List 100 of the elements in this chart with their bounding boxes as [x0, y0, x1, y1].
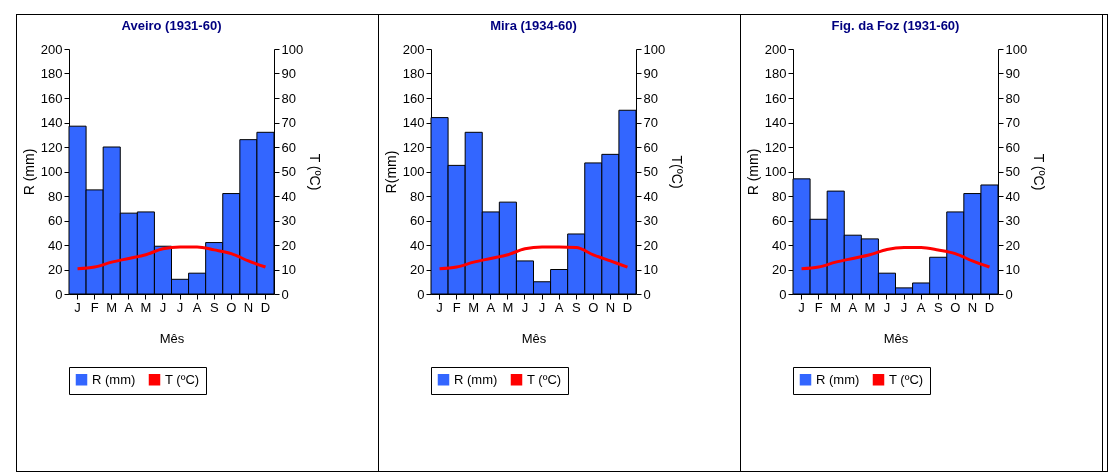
legend-label: R (mm): [454, 371, 498, 387]
x-tick-label: J: [538, 299, 546, 315]
legend-label: T (ºC): [165, 371, 200, 387]
line-series: [438, 245, 629, 271]
y2-tick-label: 10: [1005, 262, 1020, 277]
y-tick-label: 180: [402, 66, 425, 81]
x-axis-title: Mês: [883, 330, 909, 346]
y2-tick-label: 80: [281, 90, 296, 106]
legend-label: T (ºC): [889, 371, 924, 387]
x-axis-title: Mês: [521, 330, 547, 346]
y-tick-label: 100: [764, 164, 787, 179]
x-tick-label: M: [502, 299, 514, 315]
x-tick-label: M: [106, 299, 118, 315]
y2-tick-label: 80: [1005, 90, 1020, 106]
x-tick-label: J: [74, 299, 81, 315]
y2-tick-label: 30: [281, 213, 296, 228]
y-tick-label: 60: [772, 213, 787, 228]
y-tick-label: 40: [410, 237, 425, 253]
y2-axis-title: T(ºC): [669, 155, 686, 189]
y-axis-title: R(mm): [382, 150, 399, 194]
y2-tick-label: 50: [1005, 164, 1020, 179]
x-tick-label: S: [933, 299, 943, 315]
y-axis-title: R (mm): [20, 148, 37, 196]
y-tick-label: 160: [40, 90, 63, 106]
y2-tick-label: 0: [1005, 286, 1013, 302]
y-tick-label: 80: [48, 188, 63, 204]
x-tick-label: A: [916, 299, 926, 315]
x-tick-label: S: [209, 299, 219, 315]
x-tick-label: O: [588, 299, 599, 315]
y2-tick-label: 100: [1005, 41, 1028, 57]
y2-tick-label: 30: [643, 213, 658, 228]
y2-tick-label: 10: [643, 262, 658, 277]
y-tick-label: 120: [402, 139, 425, 155]
x-tick-label: N: [967, 299, 978, 315]
x-tick-label: O: [226, 299, 237, 315]
x-tick-label: M: [468, 299, 480, 315]
y2-tick-label: 40: [1005, 188, 1020, 204]
y-tick-label: 180: [40, 66, 63, 81]
y2-tick-label: 10: [281, 262, 296, 277]
y-tick-label: 20: [48, 262, 63, 277]
y-tick-label: 160: [402, 90, 425, 106]
y-tick-label: 200: [402, 41, 425, 57]
y2-tick-label: 80: [643, 90, 658, 106]
y2-axis-title: T (ºC): [1031, 153, 1048, 191]
x-tick-label: S: [571, 299, 581, 315]
y-tick-label: 200: [40, 41, 63, 57]
x-tick-label: F: [452, 299, 461, 315]
y-tick-label: 100: [402, 164, 425, 179]
y-axis-title: R (mm): [744, 148, 761, 196]
y-tick-label: 80: [410, 188, 425, 204]
x-tick-label: N: [243, 299, 254, 315]
y2-tick-label: 50: [643, 164, 658, 179]
y2-tick-label: 100: [643, 41, 666, 57]
y-tick-label: 120: [764, 139, 787, 155]
y2-tick-label: 20: [643, 237, 658, 253]
y2-tick-label: 90: [643, 66, 658, 81]
y-tick-label: 0: [417, 286, 425, 302]
y2-tick-label: 50: [281, 164, 296, 179]
x-tick-label: D: [260, 299, 271, 315]
y2-tick-label: 0: [281, 286, 289, 302]
y2-tick-label: 90: [281, 66, 296, 81]
legend-label: R (mm): [816, 371, 860, 387]
x-tick-label: A: [486, 299, 496, 315]
y2-tick-label: 70: [1005, 115, 1020, 130]
y-tick-label: 100: [40, 164, 63, 179]
x-tick-label: M: [864, 299, 876, 315]
y2-tick-label: 20: [1005, 237, 1020, 253]
y2-axis-title: T (ºC): [307, 153, 324, 191]
y-tick-label: 60: [410, 213, 425, 228]
x-tick-label: M: [140, 299, 152, 315]
x-tick-label: A: [554, 299, 564, 315]
y-tick-label: 40: [772, 237, 787, 253]
line-series: [76, 245, 267, 271]
y-tick-label: 60: [48, 213, 63, 228]
y-tick-label: 140: [764, 115, 787, 130]
y2-tick-label: 90: [1005, 66, 1020, 81]
y2-tick-label: 60: [643, 139, 658, 155]
y2-tick-label: 60: [1005, 139, 1020, 155]
chart-title: Fig. da Foz (1931-60): [831, 18, 960, 33]
y-tick-label: 20: [410, 262, 425, 277]
x-tick-label: J: [436, 299, 443, 315]
y-tick-label: 140: [402, 115, 425, 130]
y-tick-label: 0: [779, 286, 787, 302]
chart-title: Mira (1934-60): [490, 18, 577, 33]
x-tick-label: O: [950, 299, 961, 315]
y2-tick-label: 30: [1005, 213, 1020, 228]
y2-tick-label: 40: [281, 188, 296, 204]
x-tick-label: J: [176, 299, 184, 315]
y2-tick-label: 70: [281, 115, 296, 130]
y-tick-label: 140: [40, 115, 63, 130]
x-tick-label: A: [192, 299, 202, 315]
y-tick-label: 160: [764, 90, 787, 106]
x-tick-label: D: [984, 299, 995, 315]
x-tick-label: A: [124, 299, 134, 315]
x-tick-label: A: [848, 299, 858, 315]
y2-tick-label: 20: [281, 237, 296, 253]
x-tick-label: F: [814, 299, 823, 315]
y2-tick-label: 40: [643, 188, 658, 204]
chart-title: Aveiro (1931-60): [121, 18, 222, 33]
y-tick-label: 20: [772, 262, 787, 277]
